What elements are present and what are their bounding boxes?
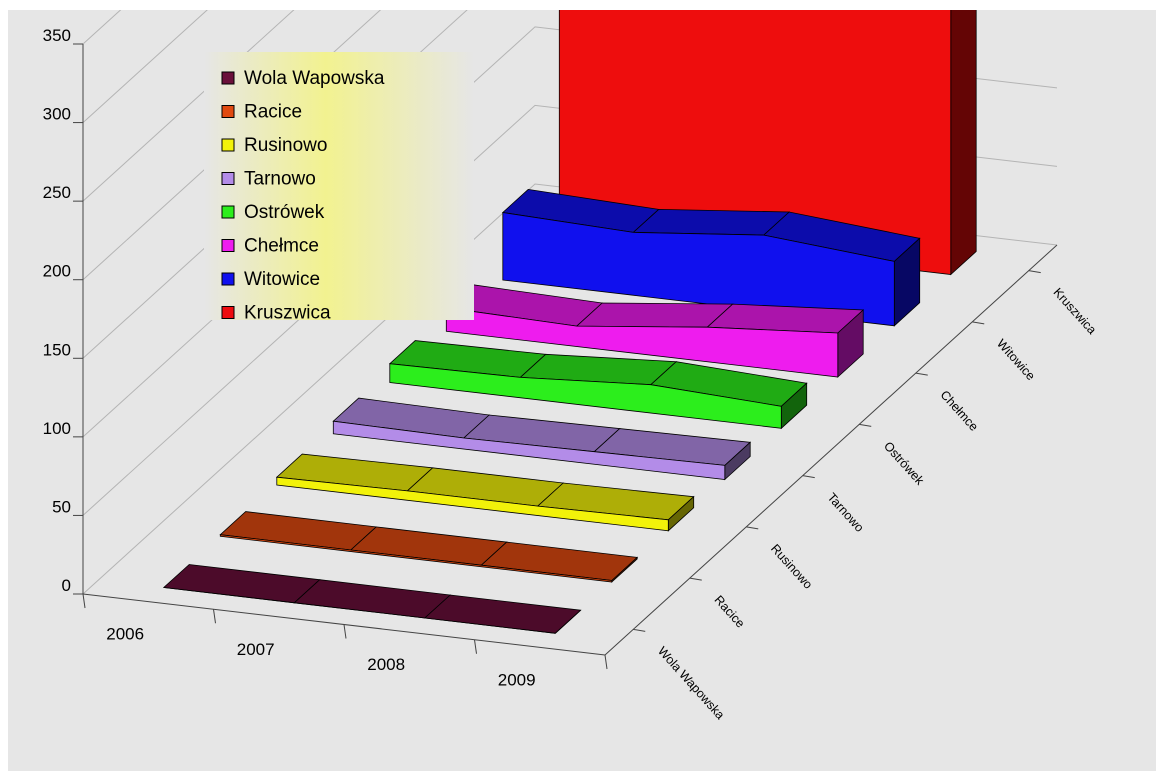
y-tick-label: 100 — [43, 419, 71, 438]
y-tick-label: 150 — [43, 340, 71, 359]
series-front-face — [502, 212, 895, 327]
legend-label: Witowice — [244, 269, 320, 290]
depth-tick-label: Witowice — [994, 337, 1038, 384]
series-group — [162, 10, 977, 634]
series-3 — [275, 453, 695, 532]
legend-label: Rusinowo — [244, 135, 327, 156]
y-tick-label: 50 — [52, 497, 71, 516]
x-tick-mark — [213, 609, 216, 624]
series-4 — [332, 397, 752, 481]
depth-tick-mark — [689, 577, 702, 581]
depth-tick-label: Rusinowo — [768, 542, 815, 592]
depth-tick-mark — [633, 628, 646, 632]
legend-swatch — [221, 272, 235, 286]
depth-tick-mark — [972, 321, 985, 325]
series-8 — [558, 10, 977, 276]
legend-swatch — [221, 105, 235, 118]
depth-tick-label: Wola Wapowska — [655, 644, 727, 722]
x-tick-mark — [604, 654, 608, 670]
series-1 — [162, 564, 582, 634]
y-tick-label: 250 — [43, 183, 71, 202]
series-end-cap — [555, 609, 581, 634]
x-tick-label: 2009 — [498, 670, 536, 689]
series-6 — [445, 284, 865, 378]
legend-label: Chełmce — [244, 236, 319, 257]
legend-background — [204, 52, 474, 320]
y-tick-label: 350 — [43, 26, 71, 45]
legend-swatch — [221, 306, 235, 319]
x-tick-mark — [82, 593, 86, 609]
depth-tick-mark — [859, 423, 872, 427]
x-tick-label: 2008 — [367, 655, 405, 674]
series-top-surface — [575, 302, 734, 328]
y-tick-label: 200 — [43, 262, 71, 281]
depth-tick-mark — [915, 372, 928, 376]
series-top-surface — [632, 208, 791, 236]
legend-label: Kruszwica — [244, 303, 331, 324]
legend: Wola Wapowska Racice Rusinowo Tarnowo Ostrów… — [204, 52, 474, 324]
legend-swatch — [221, 205, 235, 219]
series-front-face — [389, 363, 782, 429]
depth-tick-label: Tarnowo — [825, 490, 867, 535]
x-tick-label: 2006 — [106, 625, 144, 644]
series-5 — [388, 340, 808, 430]
series-front-face — [276, 476, 669, 532]
series-end-cap — [950, 10, 977, 276]
series-front-face — [163, 587, 556, 634]
legend-label: Ostrówek — [244, 202, 325, 223]
chart-svg: 0 50 100 150 200 250 300 350 2006 2007 2008 2009 W… — [43, 10, 1100, 722]
series-front-face — [332, 420, 726, 480]
depth-tick-mark — [746, 526, 759, 530]
x-tick-mark — [343, 624, 347, 639]
depth-tick-label: Kruszwica — [1051, 285, 1100, 337]
depth-tick-mark — [802, 475, 815, 479]
chart-area: 0 50 100 150 200 250 300 350 2006 2007 2008 2009 W… — [8, 10, 1156, 771]
legend-swatch — [221, 239, 235, 252]
legend-swatch — [221, 172, 235, 185]
depth-tick-mark — [1028, 270, 1041, 274]
series-top-surface — [162, 564, 321, 604]
series-2 — [219, 511, 639, 583]
series-front-face — [558, 10, 952, 275]
depth-axis-line — [604, 244, 1058, 656]
legend-swatch — [221, 71, 235, 85]
legend-label: Tarnowo — [244, 169, 316, 190]
legend-label: Racice — [244, 102, 302, 123]
series-front-face — [219, 534, 613, 583]
legend-label: Wola Wapowska — [244, 68, 385, 89]
x-tick-label: 2007 — [237, 640, 275, 659]
x-axis-labels: 2006 2007 2008 2009 — [106, 625, 535, 690]
x-tick-mark — [474, 639, 477, 654]
legend-swatch — [221, 138, 235, 152]
depth-tick-label: Chełmce — [938, 388, 981, 434]
y-axis-ticks: 0 50 100 150 200 250 300 350 — [43, 26, 71, 595]
series-7 — [501, 188, 921, 327]
depth-tick-label: Ostrówek — [881, 439, 927, 488]
y-tick-label: 300 — [43, 105, 71, 124]
depth-tick-label: Racice — [712, 593, 748, 631]
y-tick-label: 0 — [62, 576, 71, 595]
